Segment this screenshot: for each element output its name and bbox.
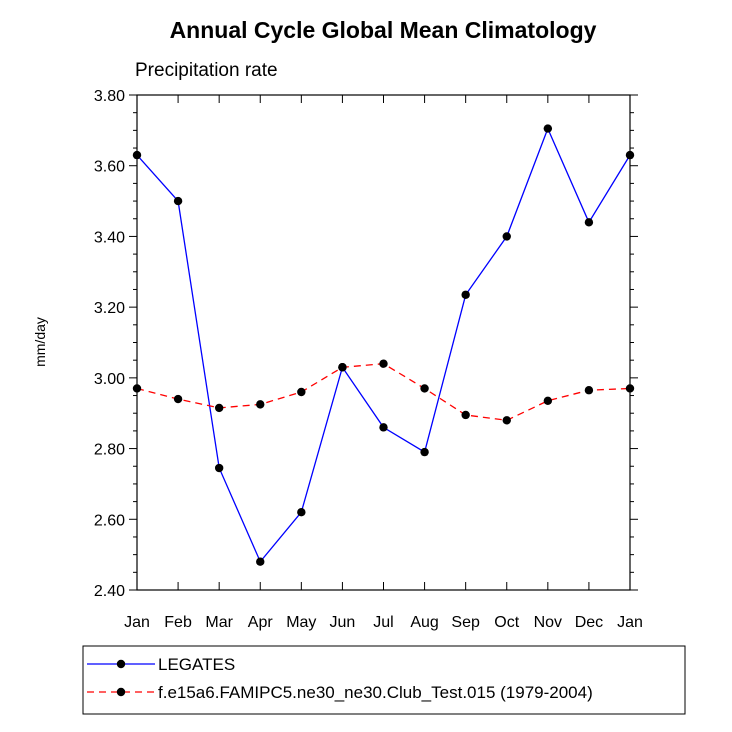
- y-tick-label: 2.80: [94, 442, 125, 459]
- legend-box: [82, 645, 686, 715]
- data-point-legates: [256, 557, 265, 566]
- legend-marker-legates: [116, 659, 126, 669]
- data-point-model: [338, 363, 347, 372]
- y-tick-label: 3.40: [94, 229, 125, 246]
- x-tick-label: May: [286, 614, 316, 631]
- y-tick-label: 3.00: [94, 371, 125, 388]
- legend: LEGATES f.e15a6.FAMIPC5.ne30_ne30.Club_T…: [82, 645, 686, 715]
- data-point-model: [297, 387, 306, 397]
- data-point-legates: [214, 463, 224, 473]
- data-point-model: [256, 400, 265, 409]
- data-point-legates: [297, 508, 306, 517]
- y-tick-label: 3.80: [94, 88, 125, 105]
- y-tick-label: 3.60: [94, 159, 125, 176]
- chart-title: Annual Cycle Global Mean Climatology: [170, 17, 597, 43]
- y-tick-label: 2.60: [94, 512, 125, 529]
- x-tick-label: Oct: [494, 614, 519, 631]
- y-tick-label: 2.40: [94, 583, 125, 600]
- series-line-legates: [136, 126, 631, 563]
- data-point-legates: [461, 290, 470, 299]
- y-axis-label: mm/day: [32, 317, 48, 367]
- data-point-model: [502, 416, 511, 425]
- data-point-model: [461, 410, 470, 420]
- data-point-model: [173, 394, 183, 404]
- x-tick-label: Jun: [330, 614, 356, 631]
- data-point-legates: [543, 124, 553, 133]
- data-point-model: [543, 396, 553, 406]
- legend-label-legates: LEGATES: [158, 655, 235, 674]
- x-tick-label: Jan: [617, 614, 643, 631]
- x-tick-label: Feb: [164, 614, 192, 631]
- x-tick-label: Aug: [410, 614, 438, 631]
- plot-area: 2.40 2.60 2.80 3.00 3.20 3.40 3.60 3.80 Jan Feb Ma…: [94, 88, 643, 631]
- chart-subtitle: Precipitation rate: [135, 60, 278, 81]
- legend-label-model: f.e15a6.FAMIPC5.ne30_ne30.Club_Test.015 …: [158, 683, 593, 702]
- x-tick-label: Mar: [205, 614, 233, 631]
- data-point-model: [584, 386, 594, 395]
- data-point-model: [420, 384, 429, 393]
- plot-frame: [136, 94, 631, 591]
- x-tick-label: Dec: [575, 614, 603, 631]
- data-point-legates: [502, 232, 511, 241]
- x-tick-label: Jan: [124, 614, 150, 631]
- data-point-legates: [584, 218, 594, 227]
- x-tick-label: Sep: [451, 614, 480, 631]
- data-point-model: [214, 403, 224, 413]
- x-tick-label: Apr: [248, 614, 274, 631]
- data-point-legates: [173, 196, 183, 206]
- x-tick-label: Nov: [534, 614, 562, 631]
- data-point-legates: [420, 447, 429, 457]
- legend-marker-model: [116, 687, 126, 697]
- data-point-legates: [379, 423, 388, 432]
- x-tick-label: Jul: [373, 614, 393, 631]
- y-tick-label: 3.20: [94, 300, 125, 317]
- data-point-model: [379, 359, 388, 368]
